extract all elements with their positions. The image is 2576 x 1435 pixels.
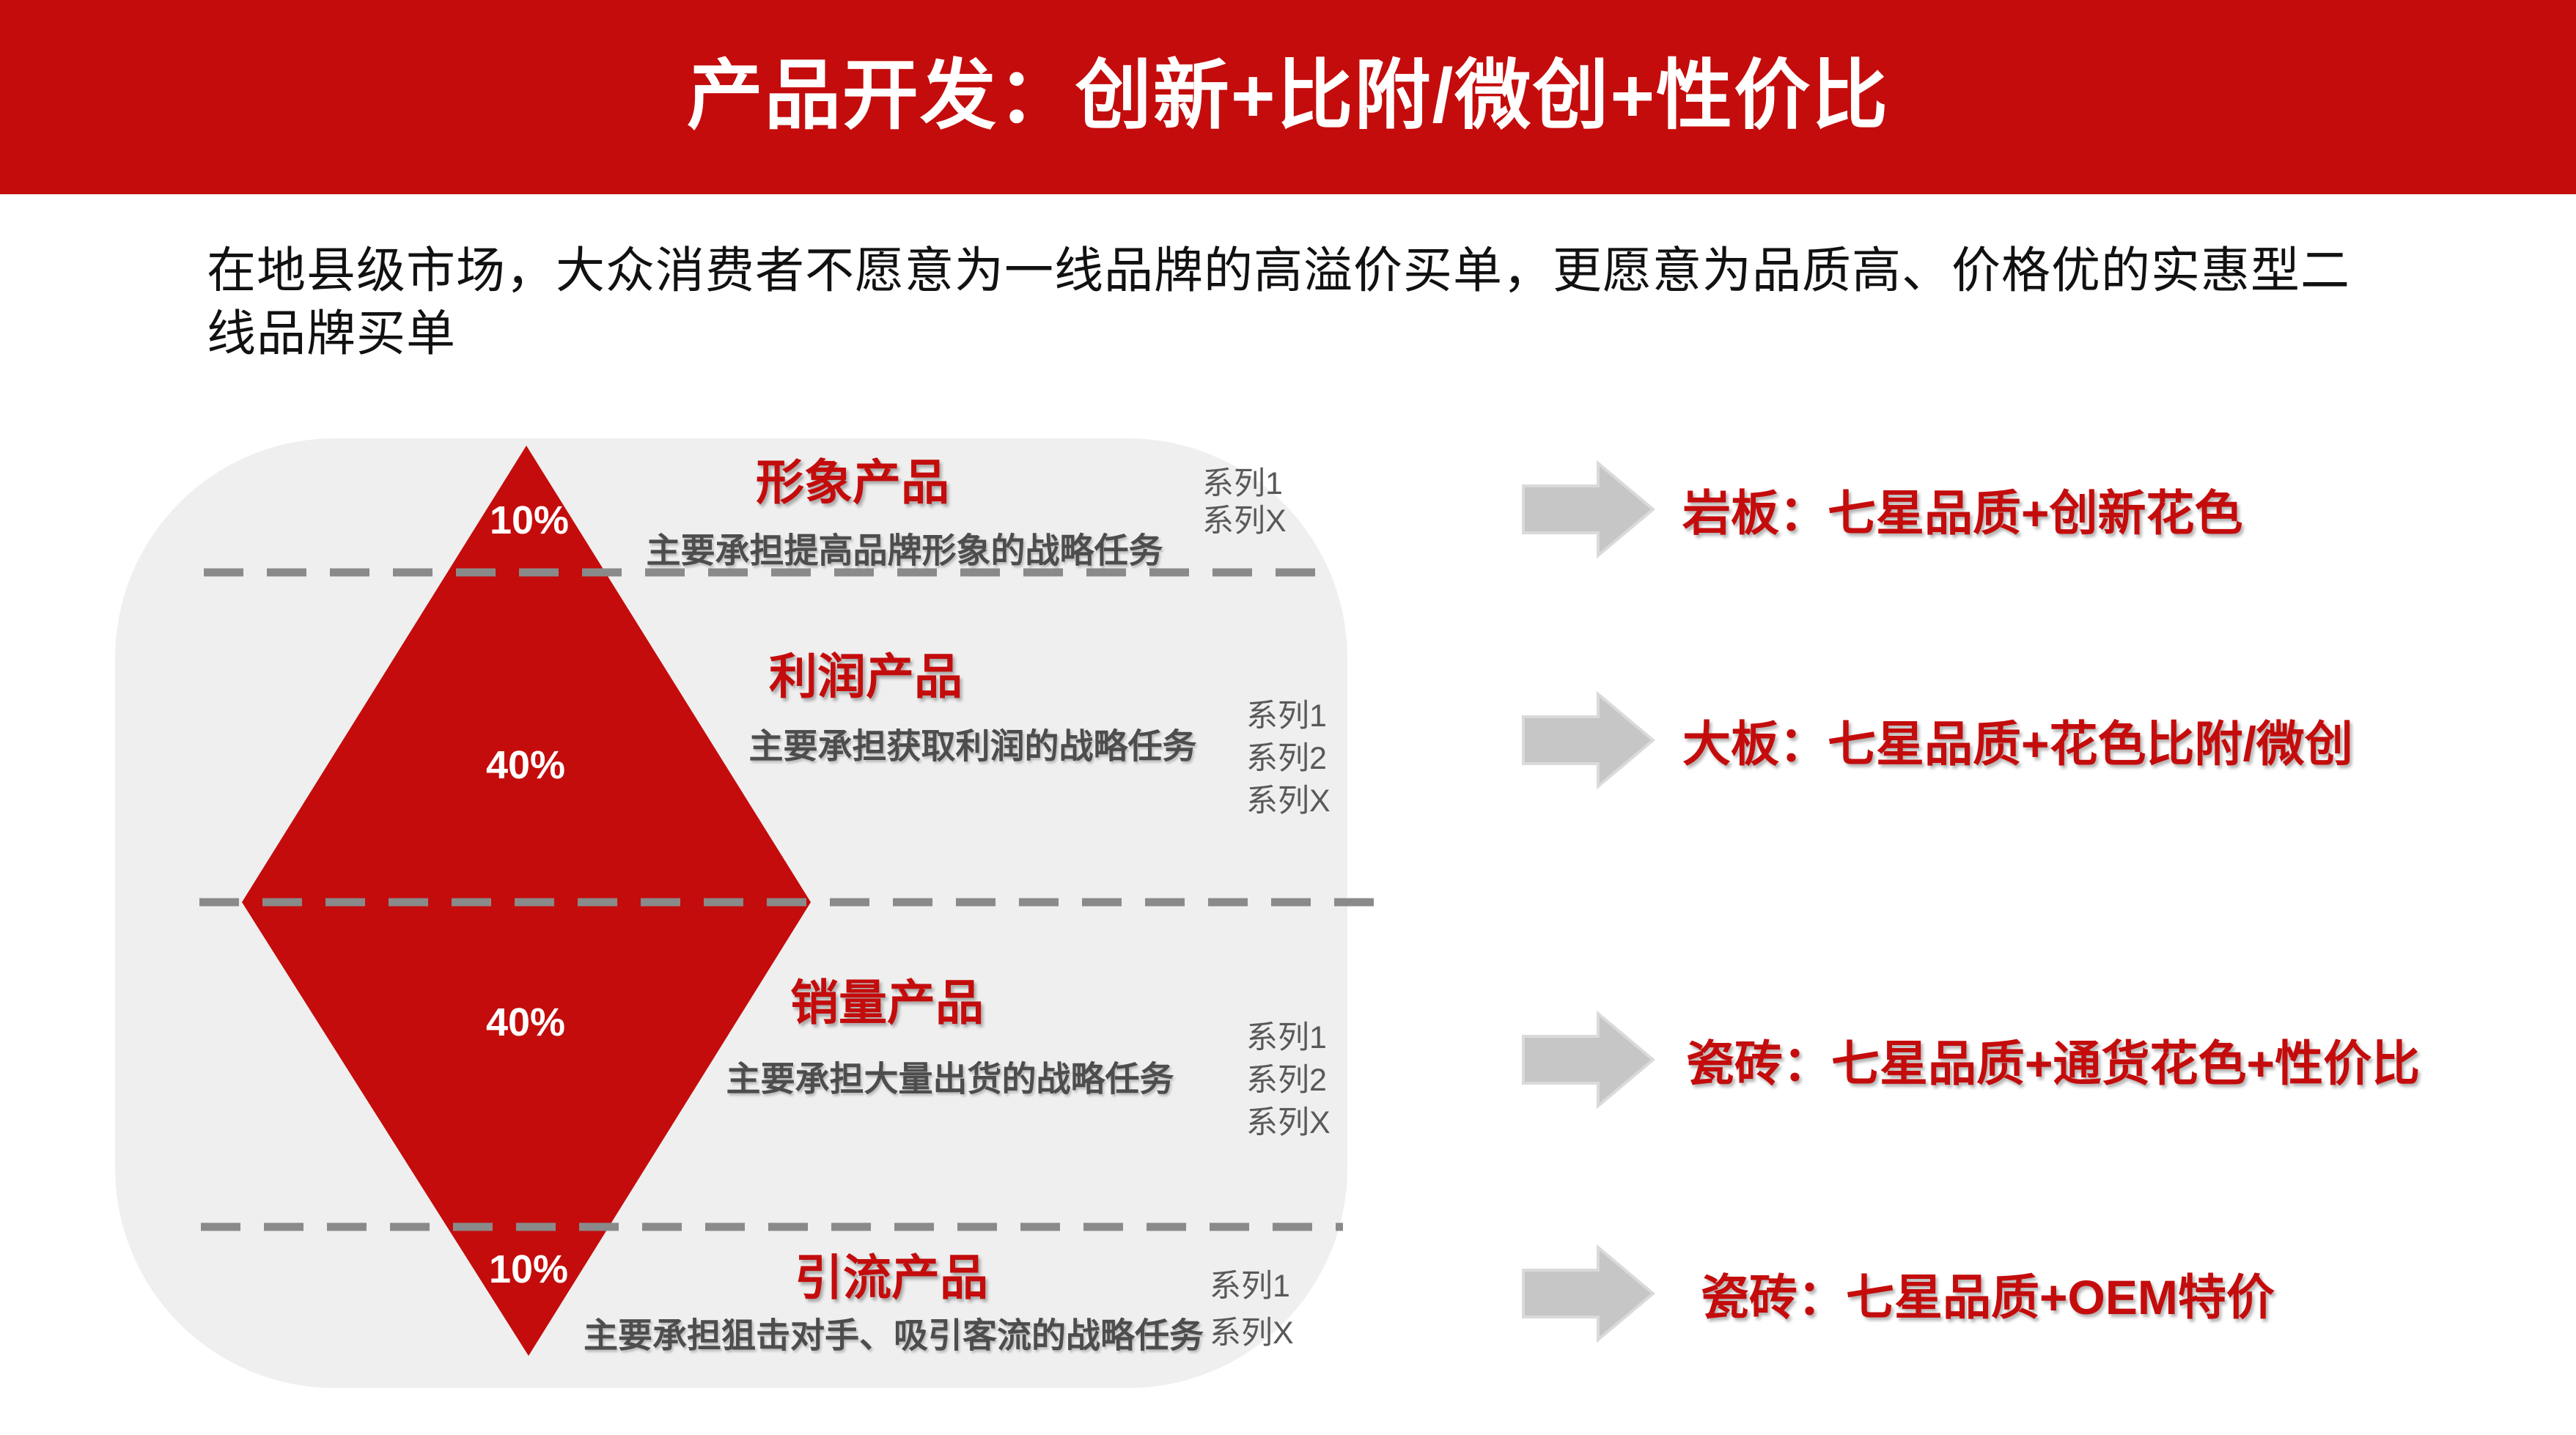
arrow-right-icon	[1522, 460, 1656, 559]
strategy-text-tile-oem: 瓷砖：七星品质+OEM特价	[1701, 1270, 2275, 1324]
percent-label-profit: 40%	[485, 743, 566, 787]
strategy-text-bigboard: 大板：七星品质+花色比附/微创	[1682, 717, 2353, 771]
intro-text: 在地县级市场，大众消费者不愿意为一线品牌的高溢价买单，更愿意为品质高、价格优的实…	[207, 240, 2350, 366]
series-label: 系列1	[1246, 1020, 1327, 1055]
series-label: 系列2	[1246, 1063, 1327, 1098]
section-title-traffic: 引流产品	[795, 1250, 988, 1305]
series-label: 系列1	[1210, 1269, 1290, 1304]
percent-label-traffic: 10%	[488, 1247, 569, 1291]
header-banner: 产品开发：创新+比附/微创+性价比	[0, 0, 2576, 194]
series-label: 系列2	[1246, 741, 1327, 776]
page-title: 产品开发：创新+比附/微创+性价比	[686, 54, 1890, 139]
intro-line-1: 在地县级市场，大众消费者不愿意为一线品牌的高溢价买单，更愿意为品质高、价格优的实…	[207, 243, 2350, 298]
section-desc-image: 主要承担提高品牌形象的战略任务	[646, 531, 1163, 570]
strategy-text-tile: 瓷砖：七星品质+通货花色+性价比	[1686, 1036, 2421, 1091]
percent-label-image: 10%	[489, 498, 570, 542]
series-label: 系列X	[1246, 1105, 1331, 1140]
series-label: 系列X	[1210, 1316, 1294, 1351]
section-desc-traffic: 主要承担狙击对手、吸引客流的战略任务	[584, 1316, 1204, 1355]
section-desc-profit: 主要承担获取利润的战略任务	[748, 726, 1197, 766]
section-title-image: 形象产品	[756, 455, 949, 509]
section-title-profit: 利润产品	[769, 649, 963, 704]
series-label: 系列X	[1202, 503, 1287, 539]
percent-label-volume: 40%	[485, 1000, 566, 1044]
arrow-right-icon	[1522, 1010, 1656, 1110]
section-desc-volume: 主要承担大量出货的战略任务	[726, 1059, 1174, 1099]
strategy-text-slab: 岩板：七星品质+创新花色	[1682, 486, 2243, 540]
section-title-volume: 销量产品	[790, 975, 984, 1030]
arrow-right-icon	[1522, 690, 1656, 790]
intro-line-2: 线品牌买单	[207, 306, 456, 361]
arrow-right-icon	[1522, 1244, 1656, 1343]
series-label: 系列X	[1246, 783, 1331, 819]
series-label: 系列1	[1202, 466, 1283, 501]
series-label: 系列1	[1246, 698, 1327, 734]
